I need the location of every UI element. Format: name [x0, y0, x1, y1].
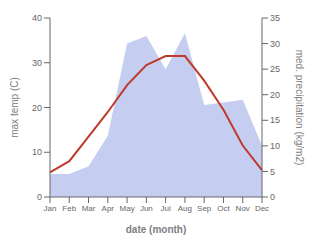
svg-text:Jul: Jul [161, 204, 171, 213]
svg-text:Sep: Sep [197, 204, 212, 213]
svg-text:Aug: Aug [178, 204, 192, 213]
svg-text:max temp (C): max temp (C) [9, 77, 20, 138]
svg-text:25: 25 [270, 64, 280, 74]
svg-text:med. precipitation (kg/m2): med. precipitation (kg/m2) [294, 50, 305, 166]
svg-text:5: 5 [270, 167, 275, 177]
svg-text:0: 0 [270, 192, 275, 202]
svg-text:20: 20 [32, 103, 42, 113]
svg-text:30: 30 [270, 39, 280, 49]
svg-text:Jun: Jun [140, 204, 153, 213]
svg-text:20: 20 [270, 90, 280, 100]
svg-text:Oct: Oct [217, 204, 230, 213]
svg-text:0: 0 [37, 192, 42, 202]
svg-text:Nov: Nov [236, 204, 250, 213]
svg-text:date (month): date (month) [126, 224, 187, 235]
svg-text:40: 40 [32, 13, 42, 23]
svg-text:10: 10 [32, 147, 42, 157]
svg-text:Mar: Mar [82, 204, 96, 213]
svg-text:Feb: Feb [62, 204, 76, 213]
svg-text:35: 35 [270, 13, 280, 23]
svg-text:May: May [120, 204, 135, 213]
svg-text:Jan: Jan [44, 204, 57, 213]
svg-text:15: 15 [270, 115, 280, 125]
svg-text:Dec: Dec [255, 204, 269, 213]
svg-text:Apr: Apr [102, 204, 115, 213]
svg-text:10: 10 [270, 141, 280, 151]
svg-text:30: 30 [32, 58, 42, 68]
